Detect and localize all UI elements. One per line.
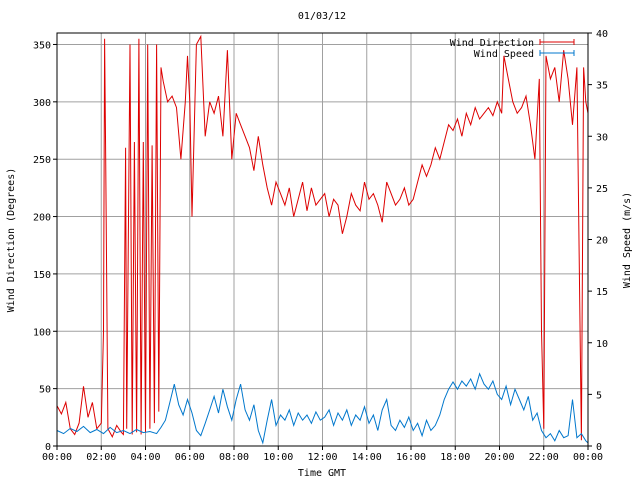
x-tick-label: 02:00 xyxy=(86,452,116,463)
series-line-wind-direction xyxy=(56,34,589,441)
y-left-tick-label: 0 xyxy=(45,442,51,453)
legend-swatch-wind-speed xyxy=(539,50,575,56)
y-right-tick-label: 5 xyxy=(596,390,602,401)
y-left-tick-label: 300 xyxy=(33,98,51,109)
x-tick-label: 10:00 xyxy=(263,452,293,463)
legend-swatch-wind-direction xyxy=(539,39,575,45)
y-left-tick-label: 350 xyxy=(33,40,51,51)
legend-label-wind-direction: Wind Direction xyxy=(450,38,534,49)
y-right-tick-label: 0 xyxy=(596,442,602,453)
y-left-tick-label: 100 xyxy=(33,327,51,338)
chart-title: 01/03/12 xyxy=(298,11,346,22)
x-tick-label: 14:00 xyxy=(352,452,382,463)
x-tick-label: 16:00 xyxy=(396,452,426,463)
y-left-tick-label: 200 xyxy=(33,213,51,224)
y-right-tick-label: 35 xyxy=(596,81,608,92)
x-tick-label: 12:00 xyxy=(307,452,337,463)
x-tick-label: 00:00 xyxy=(42,452,72,463)
x-tick-label: 00:00 xyxy=(573,452,603,463)
x-tick-label: 22:00 xyxy=(529,452,559,463)
grid xyxy=(56,33,589,447)
y-left-tick-label: 250 xyxy=(33,155,51,166)
y-left-tick-label: 50 xyxy=(39,385,51,396)
x-tick-label: 06:00 xyxy=(175,452,205,463)
y-right-tick-label: 25 xyxy=(596,184,608,195)
y-axis-label-right: Wind Speed (m/s) xyxy=(622,192,633,288)
y-axis-label-left: Wind Direction (Degrees) xyxy=(6,168,17,313)
tick-labels: 00:00 02:00 04:00 06:00 08:00 10:00 12:00 14:00… xyxy=(33,29,608,463)
legend: Wind Direction Wind Speed xyxy=(450,38,575,60)
x-tick-label: 04:00 xyxy=(130,452,160,463)
y-right-tick-label: 40 xyxy=(596,29,608,40)
y-right-tick-label: 10 xyxy=(596,339,608,350)
series-line-wind-speed xyxy=(56,372,589,445)
y-right-tick-label: 15 xyxy=(596,287,608,298)
y-right-tick-label: 30 xyxy=(596,132,608,143)
y-left-tick-label: 150 xyxy=(33,270,51,281)
x-tick-label: 18:00 xyxy=(440,452,470,463)
series-layer xyxy=(56,34,589,445)
x-tick-label: 08:00 xyxy=(219,452,249,463)
x-tick-label: 20:00 xyxy=(484,452,514,463)
x-axis-label: Time GMT xyxy=(298,468,346,479)
y-right-tick-label: 20 xyxy=(596,236,608,247)
legend-label-wind-speed: Wind Speed xyxy=(474,49,534,60)
